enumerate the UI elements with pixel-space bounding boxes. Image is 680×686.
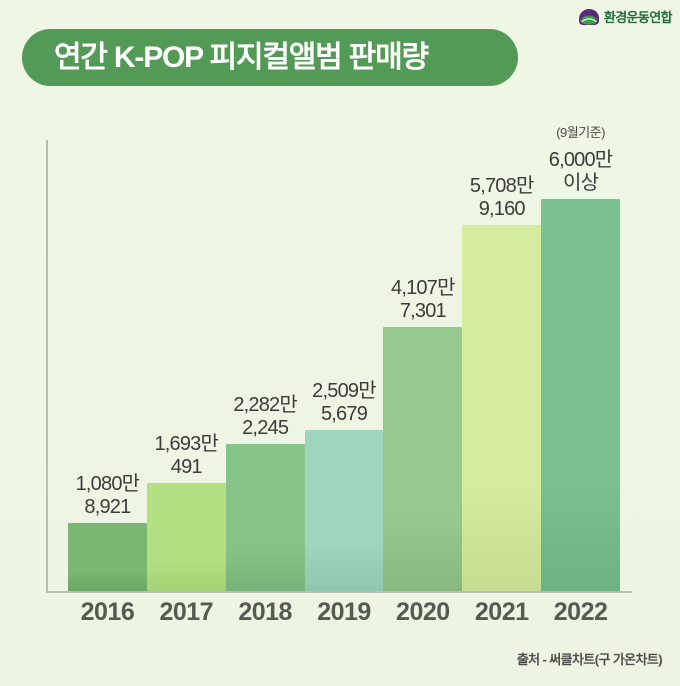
source-credit: 출처 - 써클차트(구 가온차트)	[516, 652, 663, 667]
year-label-2022: 2022	[553, 598, 608, 626]
bar-value-line1: 6,000만	[548, 149, 613, 171]
kfem-leaf-logo-icon	[578, 9, 599, 25]
bar-group-2020: 4,107만 7,301	[383, 140, 463, 591]
bar-group-2022: (9월기준) 6,000만 이상	[541, 126, 621, 591]
y-axis-line	[46, 140, 48, 593]
bar-2019[interactable]	[304, 430, 384, 591]
brand-logo: 환경운동연합	[577, 6, 673, 28]
bar-2021[interactable]	[462, 225, 542, 591]
bar-value-line1: 2,509만	[312, 380, 376, 402]
year-label-2020: 2020	[396, 598, 450, 626]
bar-value-label: 5,708만 9,160	[470, 175, 534, 221]
bar-chart: 1,080만 8,921 1,693만 491 2,282만 2,245 2,509만 5,6…	[46, 126, 632, 593]
bar-group-2018: 2,282만 2,245	[225, 140, 305, 591]
bar-value-label: 2,509만 5,679	[312, 380, 376, 426]
brand-logo-text: 환경운동연합	[603, 9, 673, 25]
year-label-2017: 2017	[159, 598, 214, 626]
bar-value-line1: 2,282만	[233, 394, 297, 416]
bar-2017[interactable]	[146, 483, 226, 591]
bar-group-2017: 1,693만 491	[146, 140, 226, 591]
bar-value-label: 6,000만 이상	[549, 149, 613, 195]
bar-value-line2: 이상	[562, 172, 599, 194]
bar-value-line2: 2,245	[242, 417, 289, 439]
bar-annotation: (9월기준)	[556, 125, 605, 140]
bar-value-line2: 8,921	[84, 496, 131, 518]
bar-value-label: 2,282만 2,245	[233, 394, 297, 440]
bar-2022[interactable]	[541, 199, 621, 591]
bar-value-line1: 5,708만	[469, 175, 534, 197]
year-label-2019: 2019	[317, 598, 371, 626]
year-label-2016: 2016	[80, 598, 135, 626]
bar-value-line2: 7,301	[399, 300, 447, 322]
bar-value-line2: 491	[170, 456, 203, 478]
x-axis-tick-labels: 2016 2017 2018 2019 2020 2021 2022	[68, 600, 620, 625]
x-axis-line	[46, 591, 632, 593]
year-label-2021: 2021	[474, 598, 529, 626]
bar-value-label: 1,693만 491	[154, 433, 218, 479]
bar-2016[interactable]	[68, 523, 147, 591]
year-label-2018: 2018	[238, 598, 292, 626]
bar-value-label: 4,107만 7,301	[391, 277, 455, 323]
bar-2020[interactable]	[383, 327, 463, 591]
bar-value-line2: 5,679	[320, 403, 368, 425]
bar-value-line1: 4,107만	[391, 277, 455, 299]
bar-group-2019: 2,509만 5,679	[304, 140, 384, 591]
bar-series: 1,080만 8,921 1,693만 491 2,282만 2,245 2,509만 5,6…	[68, 126, 621, 591]
bar-value-line1: 1,080만	[75, 473, 140, 495]
bar-value-line1: 1,693만	[154, 433, 219, 455]
bar-value-label: 1,080만 8,921	[76, 473, 140, 519]
bar-2018[interactable]	[225, 444, 305, 591]
page-title: 연간 K-POP 피지컬앨범 판매량	[54, 40, 429, 74]
bar-group-2016: 1,080만 8,921	[68, 140, 147, 591]
bar-group-2021: 5,708만 9,160	[462, 140, 542, 591]
bar-value-line2: 9,160	[478, 198, 526, 220]
title-pill: 연간 K-POP 피지컬앨범 판매량	[22, 29, 518, 86]
